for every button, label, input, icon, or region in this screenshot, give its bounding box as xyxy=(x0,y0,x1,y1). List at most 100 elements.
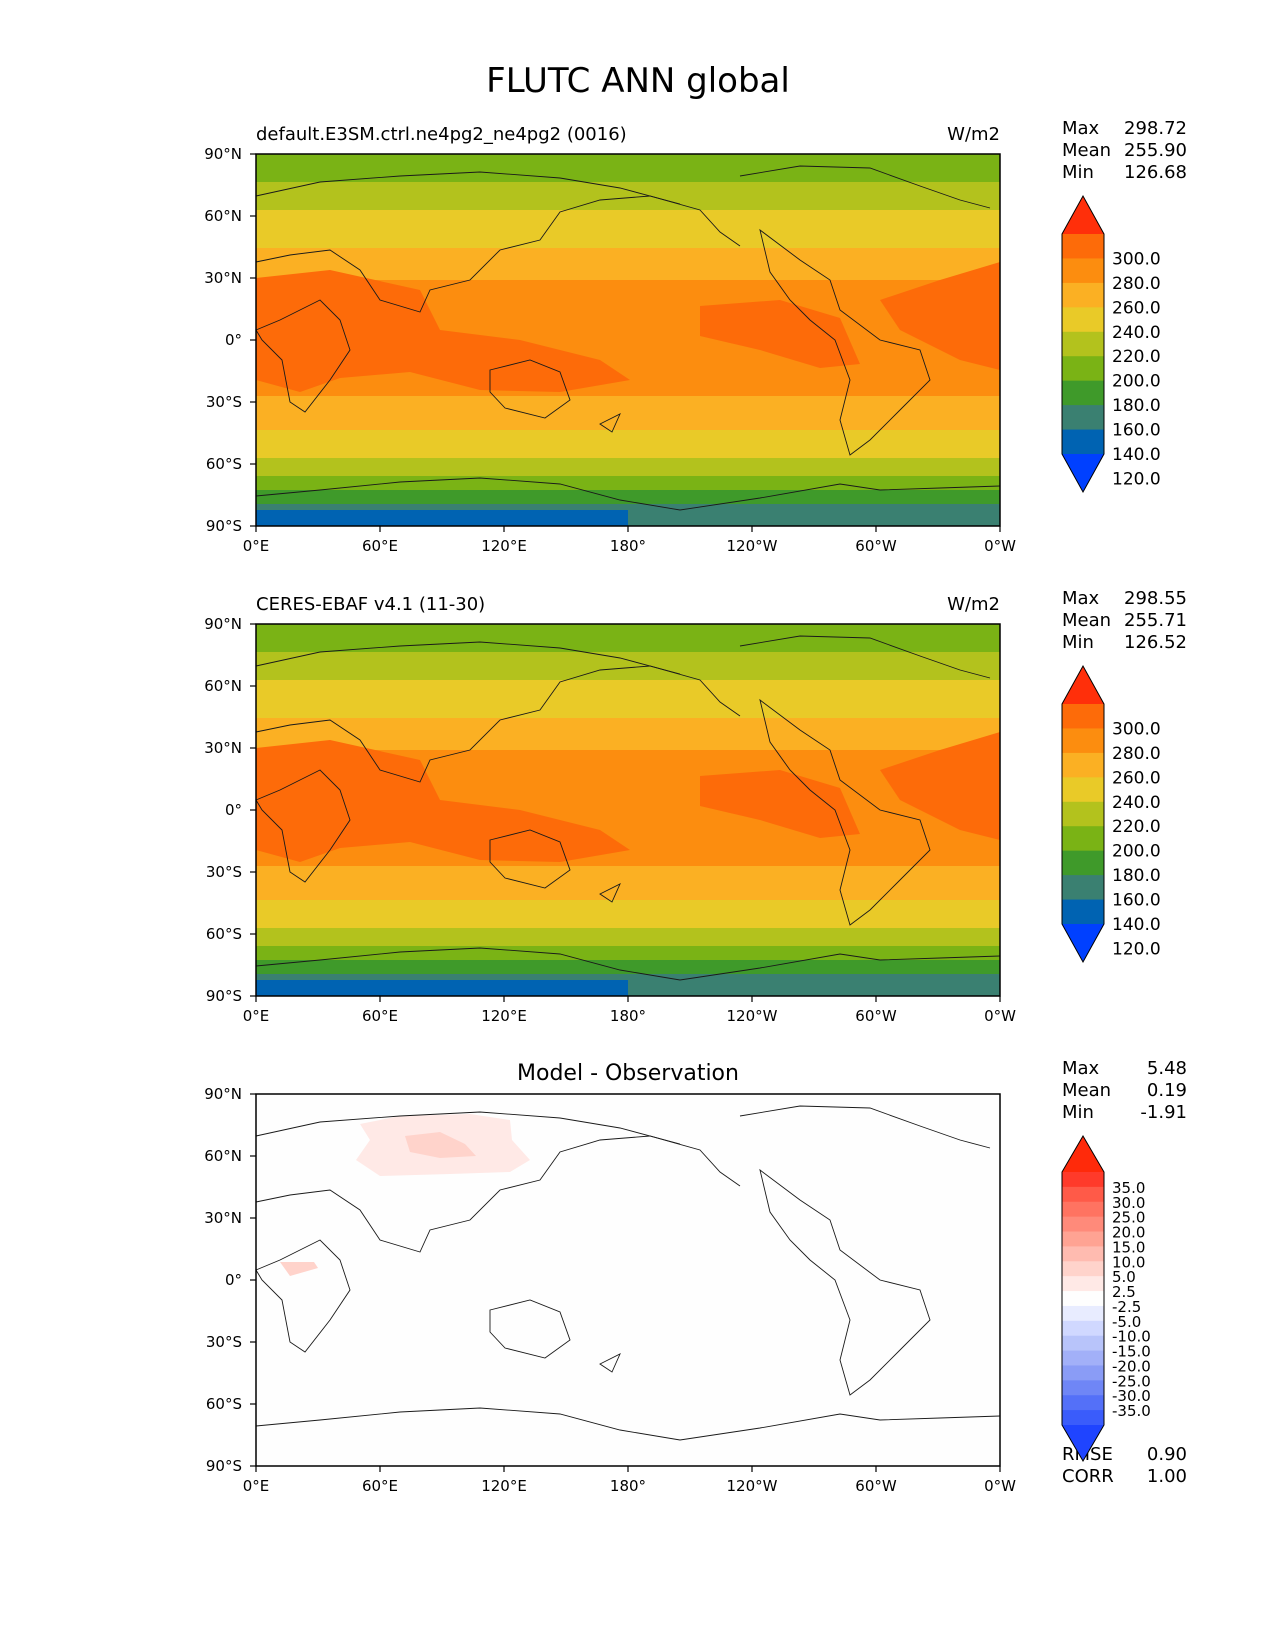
colorbar-field-segments xyxy=(1061,194,1105,494)
colorbar-segment xyxy=(1062,801,1104,827)
stat-label: Max xyxy=(1062,118,1100,139)
colorbar-segment xyxy=(1062,282,1104,308)
y-tick-label: 90°N xyxy=(204,615,242,633)
colorbar-segment xyxy=(1062,1395,1104,1411)
colorbar-segment xyxy=(1062,1201,1104,1218)
stat-value: 298.55 xyxy=(1124,588,1187,609)
colorbar-tick-label: 200.0 xyxy=(1112,842,1161,862)
y-tick-label: 90°S xyxy=(206,1457,242,1475)
x-tick-label: 180° xyxy=(610,537,646,555)
stat-value: 5.48 xyxy=(1147,1058,1187,1079)
colorbar-obs-labels: 300.0 280.0 260.0 240.0 220.0 200.0 180.0 160.0… xyxy=(1112,719,1161,959)
x-tick-label: 60°W xyxy=(855,1007,897,1025)
colorbar-segment xyxy=(1062,1350,1104,1366)
stat-label: Min xyxy=(1062,632,1094,653)
panel-model: default.E3SM.ctrl.ne4pg2_ne4pg2 (0016) W… xyxy=(204,118,1187,555)
y-tick-label: 90°S xyxy=(206,987,242,1005)
colorbar-tick-label: 260.0 xyxy=(1112,768,1161,788)
colorbar-obs-segments xyxy=(1061,664,1105,964)
x-tick-label: 120°E xyxy=(481,1007,527,1025)
stat-value: 0.19 xyxy=(1147,1080,1187,1101)
panel-obs-left-title: CERES-EBAF v4.1 (11-30) xyxy=(256,594,485,615)
colorbar-diff: 35.030.025.020.015.010.05.02.5-2.5-5.0-1… xyxy=(1061,1135,1151,1462)
stat-label: Mean xyxy=(1062,610,1111,631)
colorbar-segment xyxy=(1062,826,1104,852)
panel-diff-title: Model - Observation xyxy=(517,1061,739,1086)
panel-obs-stats: Max 298.55 Mean 255.71 Min 126.52 xyxy=(1062,588,1187,653)
panel-model-stats: Max 298.72 Mean 255.90 Min 126.68 xyxy=(1062,118,1187,183)
colorbar-segment xyxy=(1062,1276,1104,1292)
y-tick-label: 0° xyxy=(225,331,242,349)
colorbar-tick-label: -5.0 xyxy=(1112,1313,1141,1331)
coastline xyxy=(255,635,1001,981)
colorbar-segment xyxy=(1062,899,1104,925)
panel-diff-map xyxy=(255,1093,1001,1467)
colorbar-tick-label: 280.0 xyxy=(1112,274,1161,294)
colorbar-segment xyxy=(1062,1335,1104,1352)
colorbar-outline xyxy=(1061,194,1105,494)
panel-model-axes: 90°N 60°N 30°N 0° 30°S 60°S 90°S 0°E 60°… xyxy=(204,145,1016,555)
stat-label: Max xyxy=(1062,1058,1100,1079)
panel-diff-stats: Max 5.48 Mean 0.19 Min -1.91 RMSE 0.90 C… xyxy=(1062,1058,1187,1487)
stat-label: Mean xyxy=(1062,140,1111,161)
panel-diff: Model - Observation xyxy=(204,1058,1187,1495)
colorbar-cap-bottom xyxy=(1062,1425,1104,1461)
panel-diff-axes: 90°N 60°N 30°N 0° 30°S 60°S 90°S 0°E 60°… xyxy=(204,1085,1016,1495)
panel-model-map xyxy=(255,153,1001,527)
stat-value: 298.72 xyxy=(1124,118,1187,139)
colorbar-tick-label: 280.0 xyxy=(1112,744,1161,764)
x-tick-label: 120°W xyxy=(727,1007,778,1025)
stat-value: 255.71 xyxy=(1124,610,1187,631)
colorbar-segment xyxy=(1062,850,1104,876)
colorbar-segment xyxy=(1062,1320,1104,1337)
colorbar-tick-label: 25.0 xyxy=(1112,1209,1145,1227)
x-tick-label: 60°W xyxy=(855,1477,897,1495)
colorbar-segment xyxy=(1062,1172,1104,1188)
colorbar-tick-label: 120.0 xyxy=(1112,939,1161,959)
colorbar-tick-label: 140.0 xyxy=(1112,445,1161,465)
x-tick-label: 120°W xyxy=(727,537,778,555)
corr-label: CORR xyxy=(1062,1466,1114,1487)
colorbar-segment xyxy=(1062,307,1104,333)
colorbar-cap-top xyxy=(1062,196,1104,234)
x-tick-label: 120°W xyxy=(727,1477,778,1495)
colorbar-segment xyxy=(1062,429,1104,455)
colorbar-segment xyxy=(1062,1231,1104,1247)
stat-value: 126.68 xyxy=(1124,162,1187,183)
panel-obs-units: W/m2 xyxy=(947,594,1000,615)
colorbar-tick-label: 240.0 xyxy=(1112,323,1161,343)
colorbar-segment xyxy=(1062,777,1104,803)
colorbar-tick-label: -30.0 xyxy=(1112,1387,1151,1405)
y-tick-label: 60°N xyxy=(204,1147,242,1165)
coastline xyxy=(255,1105,1001,1441)
colorbar-tick-label: 220.0 xyxy=(1112,817,1161,837)
x-tick-label: 0°W xyxy=(984,537,1016,555)
colorbar-tick-label: 260.0 xyxy=(1112,298,1161,318)
colorbar-segment xyxy=(1062,875,1104,901)
colorbar-segment xyxy=(1062,380,1104,406)
colorbar-cap-top xyxy=(1062,1136,1104,1172)
colorbar-segment xyxy=(1062,258,1104,284)
colorbar-tick-label: 120.0 xyxy=(1112,469,1161,489)
colorbar-segment xyxy=(1062,704,1104,729)
stat-label: Max xyxy=(1062,588,1100,609)
colorbar-diff-segments xyxy=(1061,1135,1105,1462)
colorbar-segment xyxy=(1062,331,1104,357)
y-tick-label: 60°N xyxy=(204,207,242,225)
colorbar-tick-label: 2.5 xyxy=(1112,1283,1136,1301)
stat-value: 126.52 xyxy=(1124,632,1187,653)
colorbar-field: 300.0 280.0 260.0 240.0 220.0 200.0 180.0 160.0… xyxy=(1061,194,1161,494)
colorbar-segment xyxy=(1062,1305,1104,1322)
y-tick-label: 90°N xyxy=(204,145,242,163)
coastline xyxy=(255,165,1001,511)
x-tick-label: 60°E xyxy=(362,537,398,555)
colorbar-segment xyxy=(1062,1365,1104,1381)
x-tick-label: 0°E xyxy=(243,1477,270,1495)
colorbar-tick-label: 15.0 xyxy=(1112,1238,1145,1256)
y-tick-label: 0° xyxy=(225,801,242,819)
colorbar-segment xyxy=(1062,356,1104,382)
corr-value: 1.00 xyxy=(1147,1466,1187,1487)
colorbar-diff-labels: 35.030.025.020.015.010.05.02.5-2.5-5.0-1… xyxy=(1112,1179,1151,1420)
y-tick-label: 30°S xyxy=(206,393,242,411)
x-tick-label: 180° xyxy=(610,1477,646,1495)
